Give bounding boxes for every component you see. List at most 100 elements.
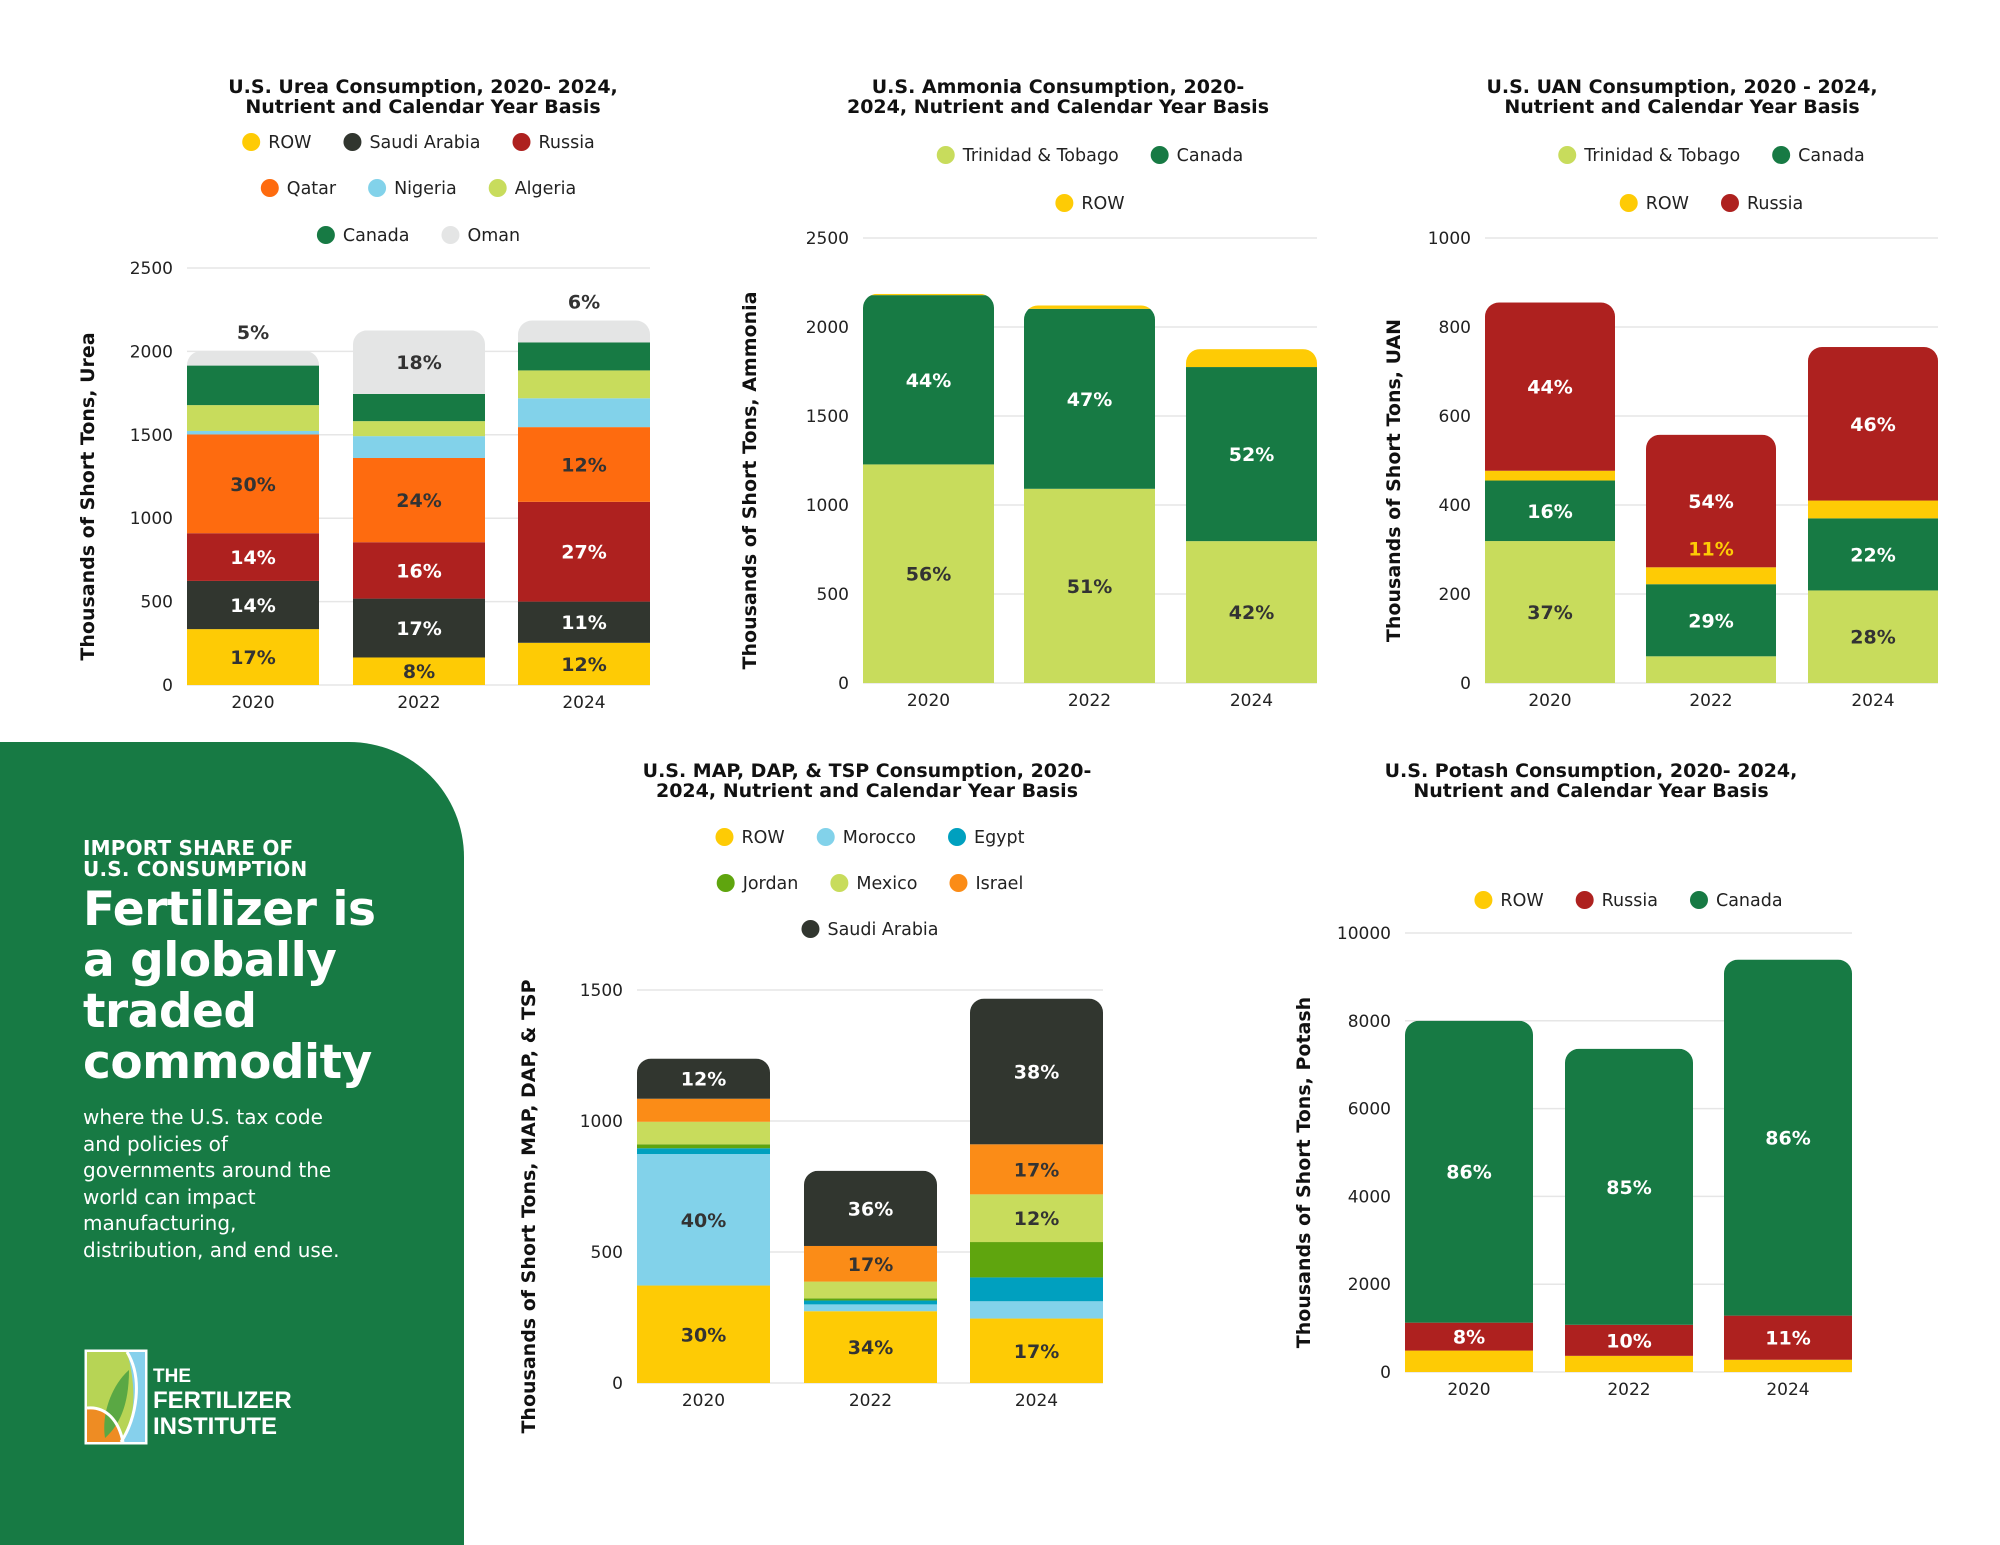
bar-segment-row [1565, 1355, 1693, 1372]
legend-item: ROW [1619, 194, 1689, 214]
bar-labels-2020: 8% 86% [1446, 1162, 1491, 1349]
map-dap-tsp-chart: U.S. MAP, DAP, & TSP Consumption, 2020-2… [518, 760, 1103, 1434]
bar-segment-trinidad-tobago [1485, 541, 1615, 683]
legend-item: Russia [1720, 194, 1803, 214]
bar-labels-2024: 42% 52% [1229, 444, 1274, 624]
x-tick-label: 2024 [1015, 1391, 1058, 1411]
legend-item: Algeria [488, 179, 576, 199]
bar-segment-trinidad-tobago [863, 464, 994, 683]
data-label: 47% [1067, 389, 1112, 411]
data-label: 11% [1688, 538, 1733, 560]
bar-segment-saudi-arabia [187, 580, 319, 630]
data-label: 86% [1446, 1162, 1491, 1184]
body-line: manufacturing, [83, 1211, 237, 1236]
legend-item: Jordan [716, 874, 798, 894]
legend-swatch [1474, 891, 1493, 909]
y-tick-label: 500 [817, 585, 849, 605]
legend-label: Canada [1177, 146, 1244, 166]
bar-segment-row [353, 657, 485, 685]
y-tick-label: 6000 [1348, 1100, 1391, 1120]
bar-stack-2022 [353, 330, 485, 685]
y-tick-label: 600 [1439, 407, 1471, 427]
legend-swatch [488, 179, 507, 197]
legend-item: Canada [1689, 891, 1783, 911]
legend-item: Canada [316, 226, 410, 246]
legend-row: Saudi Arabia [801, 920, 939, 940]
data-label: 30% [681, 1324, 726, 1346]
bar-segment-morocco [804, 1304, 937, 1312]
panel-eyebrow: IMPORT SHARE OF U.S. CONSUMPTION [83, 838, 307, 880]
bar-segment-oman [518, 320, 650, 343]
y-tick-label: 0 [1380, 1363, 1391, 1383]
bar-segment-canada [1405, 1020, 1533, 1323]
legend-label: Canada [343, 226, 410, 246]
bar-segment-algeria [187, 405, 319, 431]
y-tick-label: 1500 [130, 426, 173, 446]
chart-title: Nutrient and Calendar Year Basis [245, 96, 600, 118]
bar-stack-2024 [1724, 959, 1852, 1372]
bar-segment-qatar [187, 434, 319, 534]
legend-label: Russia [1747, 194, 1803, 214]
potash-chart: U.S. Potash Consumption, 2020- 2024,Nutr… [1293, 760, 1852, 1400]
bar-stack-2022 [804, 1170, 937, 1383]
bar-labels-2024: 12% 11% 27% 12% 6% [561, 292, 606, 676]
bar-segment-russia [353, 542, 485, 599]
data-label: 34% [848, 1337, 893, 1359]
body-line: and policies of [83, 1131, 228, 1156]
y-axis-title: Thousands of Short Tons, MAP, DAP, & TSP [518, 979, 540, 1433]
data-label: 30% [230, 474, 275, 496]
y-tick-label: 1000 [1428, 229, 1471, 249]
eyebrow-line: IMPORT SHARE OF [83, 836, 294, 860]
bar-segment-canada [1808, 518, 1938, 591]
bar-segment-canada [1024, 308, 1155, 489]
y-tick-label: 1000 [130, 509, 173, 529]
data-label: 54% [1688, 491, 1733, 513]
chart-title: Nutrient and Calendar Year Basis [1413, 780, 1768, 802]
y-tick-label: 1500 [580, 981, 623, 1001]
data-label: 14% [230, 547, 275, 569]
bar-labels-2022: 51% 47% [1067, 389, 1112, 598]
headline-line: commodity [83, 1035, 372, 1090]
bar-segment-egypt [970, 1277, 1103, 1302]
bar-segment-oman [353, 330, 485, 394]
data-label: 28% [1850, 627, 1895, 649]
bar-segment-row [1724, 1359, 1852, 1372]
y-tick-label: 2500 [806, 229, 849, 249]
y-axis-title: Thousands of Short Tons, Urea [77, 332, 99, 660]
data-label: 27% [561, 542, 606, 564]
bar-segment-nigeria [518, 398, 650, 428]
x-tick-label: 2024 [1766, 1380, 1809, 1400]
legend-row: ROW [1055, 194, 1125, 214]
bar-labels-2020: 17% 14% 14% 30% 5% [230, 322, 275, 669]
bar-labels-2022: 8% 17% 16% 24% 18% [396, 352, 441, 683]
bar-labels-2020: 37% 16% 44% [1527, 377, 1572, 624]
bar-segment-russia [1565, 1324, 1693, 1356]
legend-swatch [1772, 146, 1791, 164]
x-tick-label: 2020 [682, 1391, 725, 1411]
data-label: 16% [396, 560, 441, 582]
legend-swatch [512, 133, 531, 151]
y-tick-label: 0 [1460, 674, 1471, 694]
bar-segment-mexico [637, 1121, 770, 1145]
y-tick-label: 400 [1439, 496, 1471, 516]
x-tick-label: 2020 [1528, 691, 1571, 711]
y-tick-label: 2500 [130, 259, 173, 279]
x-tick-label: 2020 [1447, 1380, 1490, 1400]
legend-item: Canada [1772, 146, 1865, 166]
panel-headline: Fertilizer is a globally traded commodit… [83, 884, 376, 1090]
bar-labels-2020: 30% 40% 12% [681, 1069, 726, 1347]
bar-segment-jordan [970, 1242, 1103, 1278]
legend-swatch [1558, 146, 1577, 164]
bar-segment-algeria [353, 421, 485, 437]
legend-item: Russia [512, 133, 595, 153]
data-label: 17% [396, 618, 441, 640]
data-label: 56% [906, 564, 951, 586]
body-line: distribution, and end use. [83, 1237, 340, 1262]
x-tick-label: 2022 [1689, 691, 1732, 711]
bar-segment-trinidad-tobago [1646, 656, 1776, 683]
x-tick-label: 2024 [1230, 691, 1273, 711]
x-tick-label: 2020 [231, 693, 274, 713]
bar-segment-trinidad-tobago [1024, 488, 1155, 683]
data-label: 6% [568, 292, 600, 314]
y-tick-label: 0 [162, 676, 173, 696]
